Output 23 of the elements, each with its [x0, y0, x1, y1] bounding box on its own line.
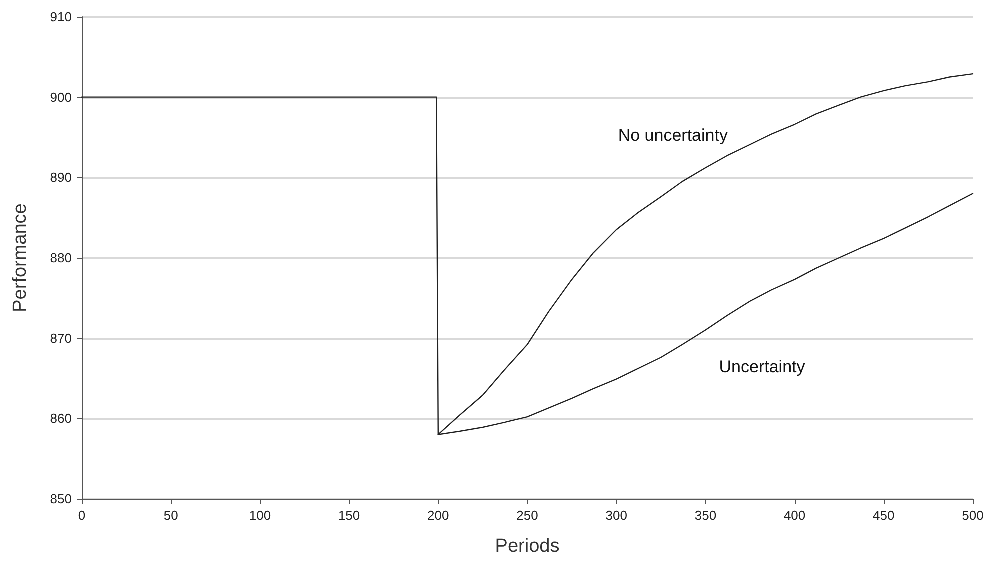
y-tick-label: 860: [50, 411, 72, 426]
line-series: [81, 73, 974, 436]
x-tick-label: 500: [962, 508, 984, 523]
x-tick-label: 250: [516, 508, 538, 523]
y-tick-label: 870: [50, 330, 72, 346]
y-axis-title: Performance: [10, 204, 31, 312]
series-label: No uncertainty: [618, 126, 728, 145]
x-tick-label: 100: [249, 508, 272, 523]
x-tick-label: 300: [606, 508, 628, 523]
x-axis-title: Periods: [495, 536, 560, 557]
series-label: Uncertainty: [719, 357, 806, 376]
x-tick-label: 0: [78, 508, 86, 523]
x-tick-label: 400: [784, 508, 806, 523]
y-tick-label: 890: [50, 170, 72, 186]
x-tick-label: 50: [164, 508, 178, 523]
y-tick-label: 900: [50, 90, 72, 105]
y-tick-label: 910: [50, 10, 72, 24]
y-tick-label: 850: [50, 492, 72, 506]
y-tick-label: 880: [50, 250, 72, 266]
x-tick-label: 150: [338, 508, 360, 523]
x-tick-label: 350: [694, 508, 717, 523]
x-tick-label: 450: [873, 508, 895, 523]
x-tick-label: 200: [428, 508, 450, 523]
